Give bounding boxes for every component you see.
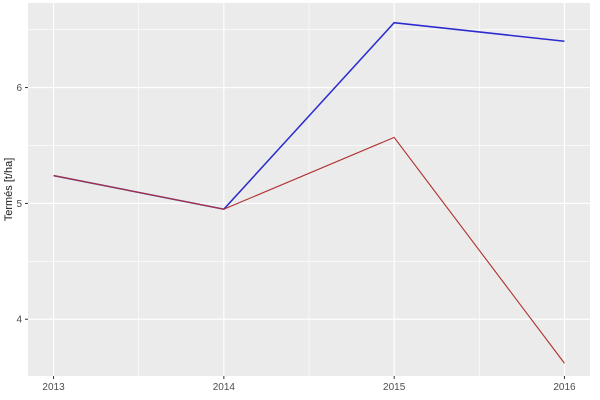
y-tick-label: 5 <box>16 199 22 210</box>
x-tick-label: 2016 <box>553 382 576 393</box>
y-tick-label: 6 <box>16 83 22 94</box>
y-tick-label: 4 <box>16 315 22 326</box>
y-axis-title: Termés [t/ha] <box>3 158 15 222</box>
x-tick-label: 2013 <box>42 382 65 393</box>
red-line <box>53 136 565 364</box>
x-tick-label: 2014 <box>213 382 236 393</box>
x-tick-label: 2015 <box>383 382 406 393</box>
